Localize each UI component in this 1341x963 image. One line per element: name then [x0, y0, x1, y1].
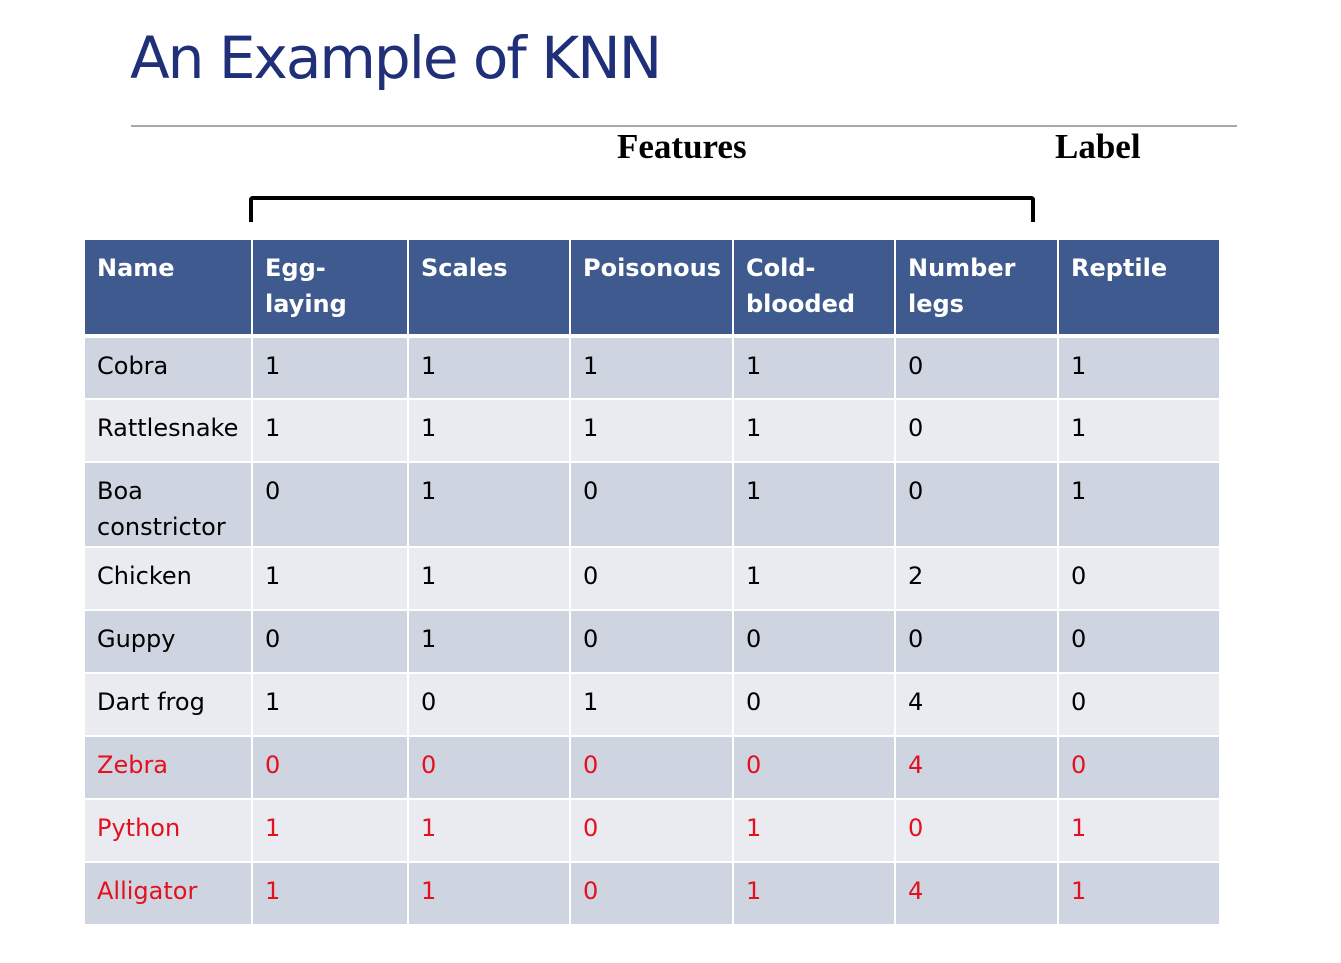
cell-scales: 1 — [407, 335, 571, 400]
cell-reptile: 0 — [1057, 672, 1221, 737]
cell-egg-laying: 0 — [251, 609, 409, 674]
cell-egg-laying: 0 — [251, 735, 409, 800]
table-row: Rattlesnake 1 1 1 1 0 1 — [83, 398, 1221, 463]
cell-egg-laying: 1 — [251, 398, 409, 463]
cell-reptile: 0 — [1057, 609, 1221, 674]
cell-scales: 0 — [407, 672, 571, 737]
cell-scales: 0 — [407, 735, 571, 800]
cell-number-legs: 0 — [894, 398, 1059, 463]
cell-egg-laying: 1 — [251, 546, 409, 611]
cell-cold-blooded: 0 — [732, 735, 896, 800]
cell-number-legs: 2 — [894, 546, 1059, 611]
knn-table: Name Egg-laying Scales Poisonous Cold-bl… — [83, 238, 1221, 926]
cell-name: Dart frog — [83, 672, 253, 737]
cell-poisonous: 0 — [569, 546, 734, 611]
table-row: Zebra 0 0 0 0 4 0 — [83, 735, 1221, 800]
slide-title: An Example of KNN — [130, 24, 662, 92]
cell-egg-laying: 1 — [251, 672, 409, 737]
cell-cold-blooded: 1 — [732, 398, 896, 463]
cell-cold-blooded: 1 — [732, 861, 896, 926]
cell-scales: 1 — [407, 861, 571, 926]
cell-name: Guppy — [83, 609, 253, 674]
cell-name: Python — [83, 798, 253, 863]
cell-number-legs: 0 — [894, 609, 1059, 674]
cell-cold-blooded: 1 — [732, 335, 896, 400]
cell-poisonous: 0 — [569, 798, 734, 863]
cell-reptile: 0 — [1057, 546, 1221, 611]
cell-cold-blooded: 0 — [732, 609, 896, 674]
table-row: Boa constrictor 0 1 0 1 0 1 — [83, 461, 1221, 548]
cell-name: Boa constrictor — [83, 461, 253, 548]
cell-name: Alligator — [83, 861, 253, 926]
cell-cold-blooded: 1 — [732, 798, 896, 863]
cell-name: Cobra — [83, 335, 253, 400]
cell-poisonous: 1 — [569, 398, 734, 463]
cell-cold-blooded: 1 — [732, 461, 896, 548]
cell-reptile: 0 — [1057, 735, 1221, 800]
table-row: Python 1 1 0 1 0 1 — [83, 798, 1221, 863]
cell-cold-blooded: 0 — [732, 672, 896, 737]
cell-poisonous: 0 — [569, 735, 734, 800]
table-row: Guppy 0 1 0 0 0 0 — [83, 609, 1221, 674]
cell-poisonous: 0 — [569, 609, 734, 674]
cell-egg-laying: 0 — [251, 461, 409, 548]
cell-name: Rattlesnake — [83, 398, 253, 463]
cell-poisonous: 0 — [569, 861, 734, 926]
cell-number-legs: 0 — [894, 335, 1059, 400]
cell-reptile: 1 — [1057, 461, 1221, 548]
cell-poisonous: 0 — [569, 461, 734, 548]
cell-number-legs: 0 — [894, 798, 1059, 863]
cell-cold-blooded: 1 — [732, 546, 896, 611]
cell-reptile: 1 — [1057, 861, 1221, 926]
table-row: Alligator 1 1 0 1 4 1 — [83, 861, 1221, 926]
header-egg-laying: Egg-laying — [251, 238, 409, 338]
cell-scales: 1 — [407, 461, 571, 548]
label-caption: Label — [1055, 127, 1141, 166]
cell-egg-laying: 1 — [251, 335, 409, 400]
cell-number-legs: 4 — [894, 861, 1059, 926]
cell-reptile: 1 — [1057, 798, 1221, 863]
cell-number-legs: 4 — [894, 672, 1059, 737]
features-bracket — [249, 196, 1035, 222]
cell-number-legs: 0 — [894, 461, 1059, 548]
header-poisonous: Poisonous — [569, 238, 734, 338]
table-row: Cobra 1 1 1 1 0 1 — [83, 335, 1221, 400]
cell-scales: 1 — [407, 398, 571, 463]
header-name: Name — [83, 238, 253, 338]
header-reptile: Reptile — [1057, 238, 1221, 338]
cell-poisonous: 1 — [569, 672, 734, 737]
features-caption: Features — [617, 127, 747, 166]
header-number-legs: Number legs — [894, 238, 1059, 338]
table-row: Dart frog 1 0 1 0 4 0 — [83, 672, 1221, 737]
cell-scales: 1 — [407, 546, 571, 611]
cell-poisonous: 1 — [569, 335, 734, 400]
cell-reptile: 1 — [1057, 335, 1221, 400]
cell-name: Zebra — [83, 735, 253, 800]
cell-number-legs: 4 — [894, 735, 1059, 800]
cell-egg-laying: 1 — [251, 861, 409, 926]
header-cold-blooded: Cold-blooded — [732, 238, 896, 338]
header-scales: Scales — [407, 238, 571, 338]
cell-name: Chicken — [83, 546, 253, 611]
table-header-row: Name Egg-laying Scales Poisonous Cold-bl… — [83, 238, 1221, 338]
title-divider — [131, 125, 1237, 127]
cell-scales: 1 — [407, 798, 571, 863]
table-row: Chicken 1 1 0 1 2 0 — [83, 546, 1221, 611]
cell-egg-laying: 1 — [251, 798, 409, 863]
cell-scales: 1 — [407, 609, 571, 674]
cell-reptile: 1 — [1057, 398, 1221, 463]
